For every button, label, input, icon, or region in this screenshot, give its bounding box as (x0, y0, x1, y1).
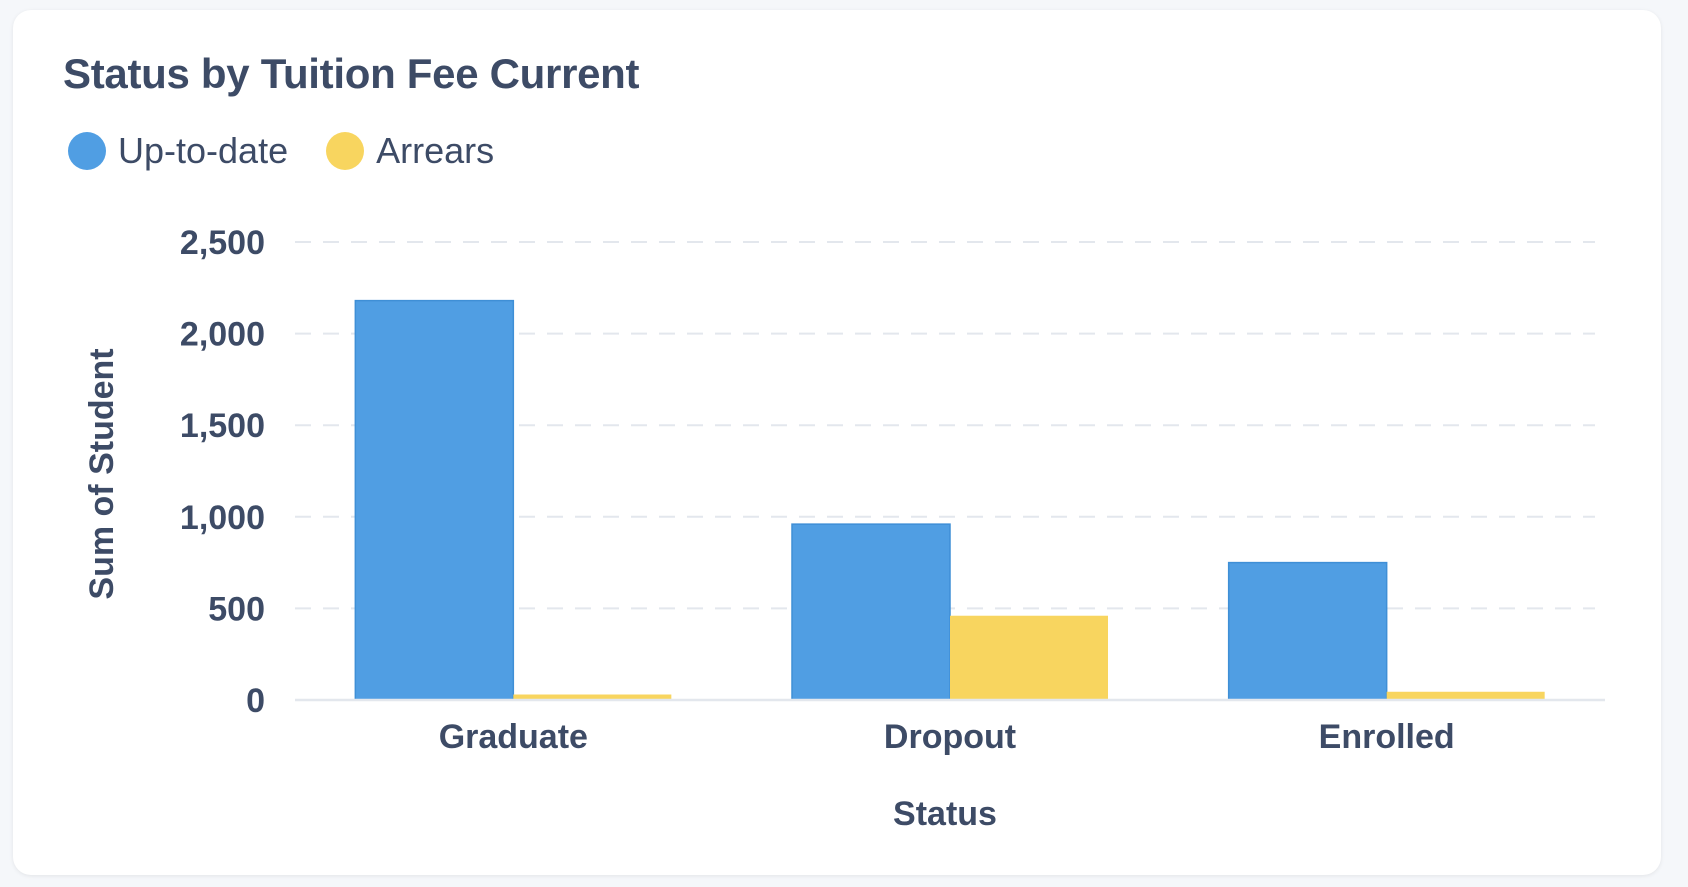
chart-card: Status by Tuition Fee Current Up-to-date… (13, 10, 1661, 875)
bar-arrears-dropout[interactable] (950, 615, 1108, 700)
x-tick-label: Graduate (439, 718, 588, 756)
legend-label-up-to-date: Up-to-date (118, 130, 289, 171)
y-axis-title: Sum of Student (83, 348, 121, 599)
x-axis-title: Status (893, 795, 997, 833)
y-tick-label: 0 (246, 682, 265, 720)
bar-arrears-graduate[interactable] (513, 694, 672, 700)
x-tick-label: Dropout (884, 718, 1016, 756)
legend-swatch-up-to-date (68, 132, 106, 170)
legend-label-arrears: Arrears (376, 130, 495, 171)
bars (354, 299, 1545, 701)
bar-up-to-date-enrolled[interactable] (1227, 561, 1388, 701)
legend-swatch-arrears (326, 132, 365, 170)
y-tick-label: 1,500 (180, 407, 265, 445)
chart-title: Status by Tuition Fee Current (63, 50, 640, 97)
x-tick-label: Enrolled (1319, 718, 1455, 756)
bar-arrears-enrolled[interactable] (1386, 691, 1545, 700)
y-tick-label: 2,000 (180, 316, 265, 354)
y-axis: 0 500 1,000 1,500 2,000 2,500 (180, 224, 265, 720)
y-tick-label: 1,000 (180, 499, 265, 537)
bar-up-to-date-dropout[interactable] (791, 523, 951, 701)
y-tick-label: 2,500 (180, 224, 265, 262)
legend-item-arrears[interactable]: Arrears (326, 130, 494, 172)
chart-legend: Up-to-date Arrears (68, 130, 494, 172)
y-tick-label: 500 (208, 590, 265, 628)
legend-item-up-to-date[interactable]: Up-to-date (68, 130, 288, 172)
x-axis: Graduate Dropout Enrolled (295, 698, 1605, 756)
bar-up-to-date-graduate[interactable] (354, 299, 515, 701)
